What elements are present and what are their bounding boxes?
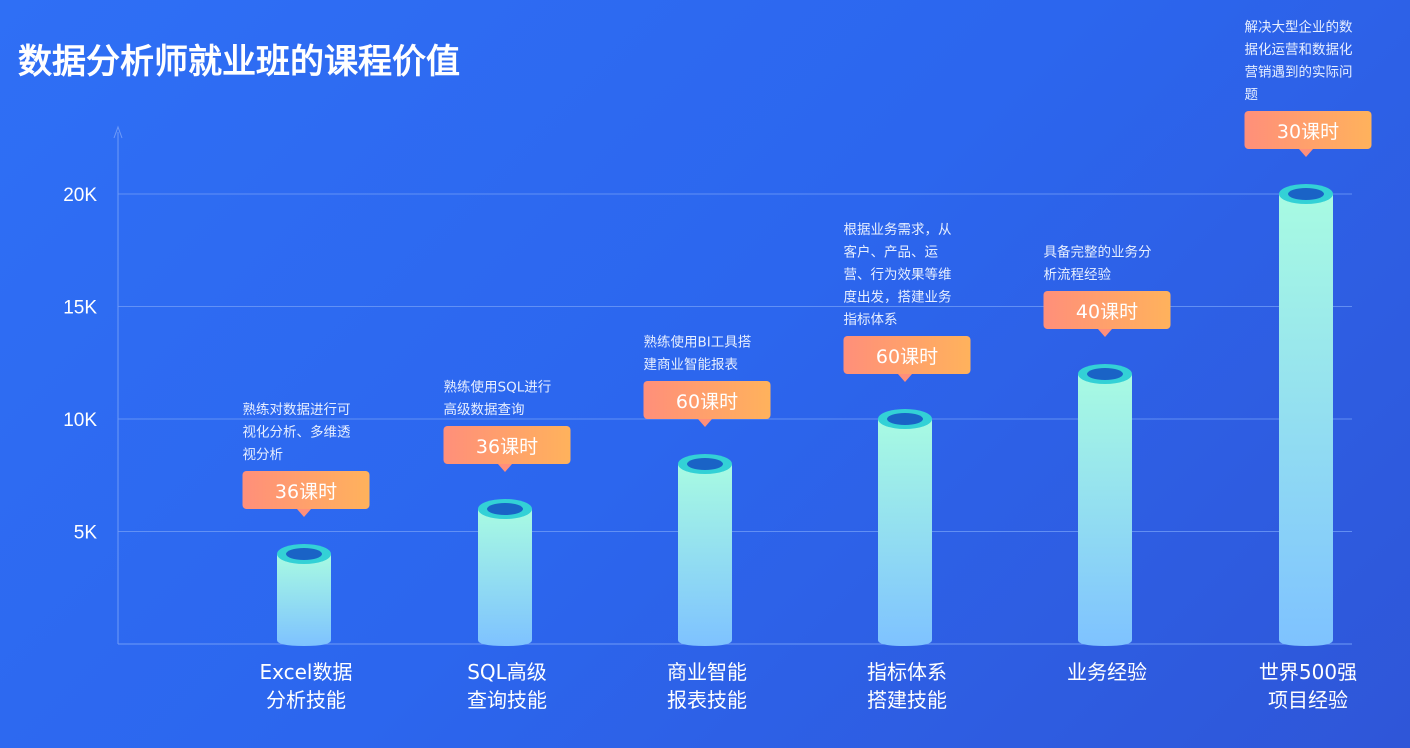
category-label: 指标体系 <box>867 660 947 684</box>
category-label: Excel数据 <box>260 660 353 684</box>
page-title: 数据分析师就业班的课程价值 <box>18 42 460 82</box>
description-line: 析流程经验 <box>1044 267 1112 283</box>
category-label: SQL高级 <box>467 660 547 684</box>
hours-label: 60课时 <box>676 391 738 413</box>
description-line: 客户、产品、运 <box>844 244 939 261</box>
bar-cap-hole <box>1087 368 1123 380</box>
y-tick-label: 20K <box>63 185 97 206</box>
hours-label: 30课时 <box>1277 121 1339 143</box>
bar-cap-hole <box>887 413 923 425</box>
y-tick-label: 10K <box>63 410 97 431</box>
category-label: 项目经验 <box>1268 688 1348 712</box>
description-line: 解决大型企业的数 <box>1245 19 1353 36</box>
bar <box>878 419 932 646</box>
bar <box>1279 194 1333 646</box>
description-line: 高级数据查询 <box>444 401 525 418</box>
description-line: 熟练对数据进行可 <box>243 402 351 418</box>
y-tick-label: 5K <box>74 523 98 544</box>
bar-cap-hole <box>687 458 723 470</box>
category-label: 商业智能 <box>667 660 747 684</box>
y-tick-label: 15K <box>63 298 97 319</box>
category-label: 搭建技能 <box>867 688 947 712</box>
category-label: 业务经验 <box>1067 660 1147 684</box>
hours-badge <box>843 336 971 374</box>
category-label: 查询技能 <box>467 688 547 712</box>
bar <box>277 554 331 646</box>
hours-label: 60课时 <box>876 346 938 368</box>
bar-cap-hole <box>487 503 523 515</box>
hours-badge <box>443 426 571 464</box>
description-line: 据化运营和数据化 <box>1245 42 1353 58</box>
bar <box>678 464 732 646</box>
hours-badge-pointer <box>1098 329 1112 337</box>
description-line: 熟练使用BI工具搭 <box>644 334 752 351</box>
description-line: 视化分析、多维透 <box>243 424 351 441</box>
hours-label: 36课时 <box>476 436 538 458</box>
hours-badge-pointer <box>498 464 512 472</box>
description-line: 具备完整的业务分 <box>1044 244 1152 261</box>
hours-label: 36课时 <box>275 481 337 503</box>
description-line: 营、行为效果等维 <box>844 266 952 283</box>
hours-badge <box>242 471 370 509</box>
description-line: 指标体系 <box>844 312 898 328</box>
description-line: 营销遇到的实际问 <box>1245 65 1353 81</box>
hours-badge-pointer <box>898 374 912 382</box>
description-line: 题 <box>1245 87 1259 103</box>
bar-group: 60课时根据业务需求，从客户、产品、运营、行为效果等维度出发，搭建业务指标体系指… <box>843 222 971 712</box>
hours-badge <box>1043 291 1171 329</box>
hours-badge-pointer <box>1299 149 1313 157</box>
hours-badge <box>643 381 771 419</box>
bar-cap-hole <box>1288 188 1324 200</box>
bar <box>1078 374 1132 646</box>
hours-badge-pointer <box>297 509 311 517</box>
bar-cap-hole <box>286 548 322 560</box>
description-line: 根据业务需求，从 <box>844 222 952 238</box>
hours-badge-pointer <box>698 419 712 427</box>
hours-badge <box>1244 111 1372 149</box>
description-line: 视分析 <box>243 447 284 463</box>
category-label: 报表技能 <box>667 688 747 712</box>
hours-label: 40课时 <box>1076 301 1138 323</box>
description-line: 度出发，搭建业务 <box>844 290 952 306</box>
description-line: 熟练使用SQL进行 <box>444 379 552 396</box>
category-label: 世界500强 <box>1259 660 1357 684</box>
description-line: 建商业智能报表 <box>644 357 739 373</box>
category-label: 分析技能 <box>266 688 346 712</box>
bar <box>478 509 532 646</box>
y-axis-arrow-icon <box>113 125 123 139</box>
